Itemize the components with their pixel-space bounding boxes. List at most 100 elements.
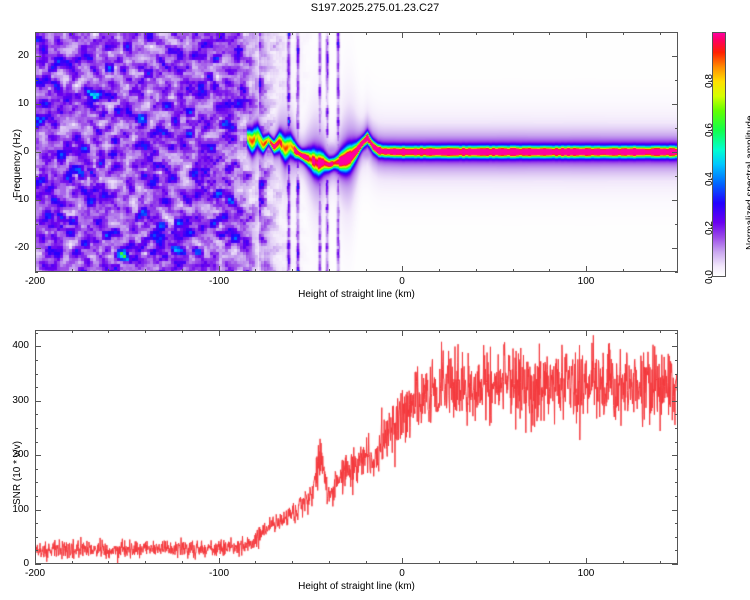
y-tick-label: 100 bbox=[12, 504, 29, 515]
colorbar-tick bbox=[708, 179, 712, 180]
colorbar-tick bbox=[708, 277, 712, 278]
y-tick-label: -20 bbox=[14, 242, 29, 253]
x-major-tick bbox=[219, 266, 220, 272]
x-major-tick bbox=[402, 32, 403, 38]
x-major-tick bbox=[35, 558, 36, 564]
x-tick-label: 0 bbox=[399, 568, 405, 579]
x-minor-tick bbox=[366, 330, 367, 333]
y-minor-tick bbox=[35, 414, 38, 415]
x-minor-tick bbox=[476, 269, 477, 272]
y-minor-tick bbox=[675, 482, 678, 483]
y-minor-tick bbox=[675, 469, 678, 470]
x-minor-tick bbox=[108, 561, 109, 564]
x-minor-tick bbox=[145, 330, 146, 333]
x-minor-tick bbox=[660, 330, 661, 333]
x-major-tick bbox=[586, 32, 587, 38]
y-major-tick bbox=[672, 455, 678, 456]
y-minor-tick bbox=[35, 482, 38, 483]
y-major-tick bbox=[35, 455, 41, 456]
figure-title: S197.2025.275.01.23.C27 bbox=[310, 2, 440, 14]
y-minor-tick bbox=[35, 224, 38, 225]
x-minor-tick bbox=[72, 330, 73, 333]
x-minor-tick bbox=[108, 269, 109, 272]
y-minor-tick bbox=[35, 428, 38, 429]
x-minor-tick bbox=[292, 32, 293, 35]
y-major-tick bbox=[672, 510, 678, 511]
x-minor-tick bbox=[72, 32, 73, 35]
y-minor-tick bbox=[675, 523, 678, 524]
colorbar-gradient bbox=[712, 32, 726, 277]
x-minor-tick bbox=[439, 330, 440, 333]
y-minor-tick bbox=[35, 387, 38, 388]
x-minor-tick bbox=[513, 32, 514, 35]
x-minor-tick bbox=[513, 561, 514, 564]
x-minor-tick bbox=[660, 32, 661, 35]
y-major-tick bbox=[35, 56, 41, 57]
colorbar-tick-label: 0.0 bbox=[704, 270, 715, 284]
y-minor-tick bbox=[675, 374, 678, 375]
y-minor-tick bbox=[675, 272, 678, 273]
y-tick-label: 200 bbox=[12, 449, 29, 460]
y-major-tick bbox=[35, 104, 41, 105]
x-minor-tick bbox=[513, 330, 514, 333]
y-minor-tick bbox=[675, 550, 678, 551]
y-major-tick bbox=[672, 248, 678, 249]
x-minor-tick bbox=[549, 330, 550, 333]
y-minor-tick bbox=[675, 496, 678, 497]
x-tick-label: -200 bbox=[24, 276, 45, 287]
y-minor-tick bbox=[675, 80, 678, 81]
y-minor-tick bbox=[35, 550, 38, 551]
y-minor-tick bbox=[675, 128, 678, 129]
x-minor-tick bbox=[72, 561, 73, 564]
snr-plot-area bbox=[36, 331, 677, 563]
y-major-tick bbox=[672, 200, 678, 201]
y-major-tick bbox=[672, 346, 678, 347]
x-minor-tick bbox=[292, 561, 293, 564]
y-tick-label: 300 bbox=[12, 395, 29, 406]
x-major-tick bbox=[219, 330, 220, 336]
x-major-tick bbox=[35, 266, 36, 272]
y-minor-tick bbox=[35, 469, 38, 470]
x-minor-tick bbox=[292, 269, 293, 272]
y-major-tick bbox=[672, 56, 678, 57]
x-major-tick bbox=[586, 266, 587, 272]
snr-x-axis-label: Height of straight line (km) bbox=[298, 581, 415, 592]
x-minor-tick bbox=[329, 330, 330, 333]
x-minor-tick bbox=[182, 561, 183, 564]
x-minor-tick bbox=[72, 269, 73, 272]
y-minor-tick bbox=[35, 176, 38, 177]
y-minor-tick bbox=[35, 333, 38, 334]
x-minor-tick bbox=[623, 561, 624, 564]
x-major-tick bbox=[402, 558, 403, 564]
x-minor-tick bbox=[623, 32, 624, 35]
x-minor-tick bbox=[145, 269, 146, 272]
x-minor-tick bbox=[255, 561, 256, 564]
x-major-tick bbox=[35, 32, 36, 38]
x-tick-label: 100 bbox=[577, 276, 595, 287]
y-major-tick bbox=[35, 248, 41, 249]
y-minor-tick bbox=[35, 80, 38, 81]
y-minor-tick bbox=[675, 333, 678, 334]
x-minor-tick bbox=[439, 561, 440, 564]
y-minor-tick bbox=[35, 523, 38, 524]
x-minor-tick bbox=[329, 269, 330, 272]
x-minor-tick bbox=[660, 269, 661, 272]
x-minor-tick bbox=[145, 32, 146, 35]
y-major-tick bbox=[672, 401, 678, 402]
x-tick-label: 0 bbox=[399, 276, 405, 287]
y-tick-label: 0 bbox=[23, 558, 29, 569]
x-minor-tick bbox=[182, 269, 183, 272]
y-major-tick bbox=[35, 564, 41, 565]
x-minor-tick bbox=[476, 330, 477, 333]
y-major-tick bbox=[672, 152, 678, 153]
y-minor-tick bbox=[675, 32, 678, 33]
y-minor-tick bbox=[675, 224, 678, 225]
x-tick-label: -100 bbox=[208, 276, 229, 287]
x-minor-tick bbox=[255, 269, 256, 272]
y-major-tick bbox=[672, 104, 678, 105]
spectrogram-image bbox=[36, 33, 677, 271]
x-minor-tick bbox=[329, 32, 330, 35]
x-minor-tick bbox=[439, 269, 440, 272]
x-minor-tick bbox=[108, 32, 109, 35]
